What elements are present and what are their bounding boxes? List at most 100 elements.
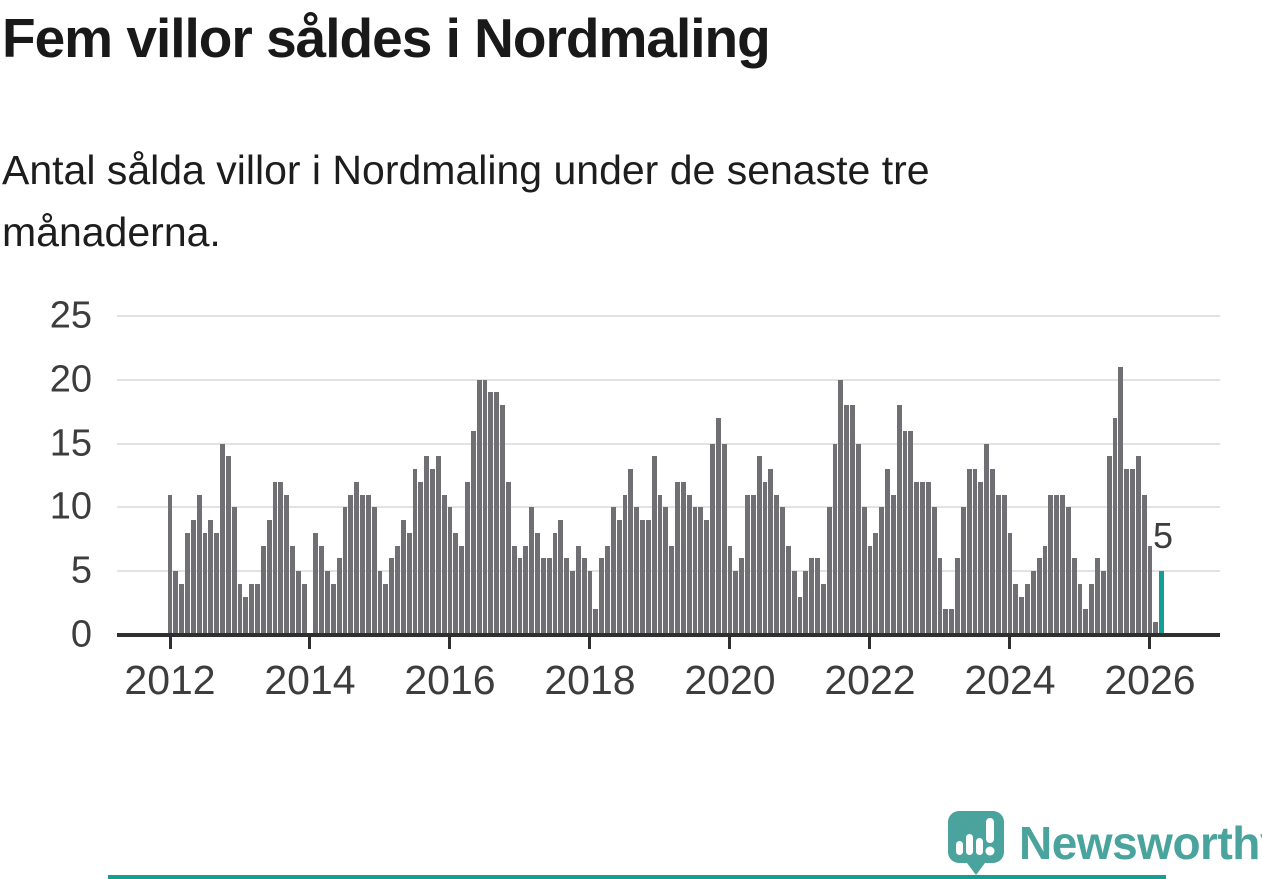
bar <box>855 443 861 635</box>
bar <box>634 507 640 635</box>
bar <box>1095 558 1100 635</box>
bar <box>966 469 972 635</box>
bar <box>517 558 523 635</box>
bar <box>290 545 295 635</box>
bar <box>523 545 529 635</box>
bar <box>955 558 960 635</box>
bar <box>1141 494 1147 635</box>
bar <box>418 481 424 635</box>
bar <box>540 558 546 635</box>
bar <box>208 520 214 635</box>
bar <box>482 379 488 635</box>
bar <box>494 392 500 635</box>
bar <box>1025 583 1030 635</box>
x-axis-label: 2012 <box>124 657 216 703</box>
bar <box>179 583 185 635</box>
chart-subtitle: Antal sålda villor i Nordmaling under de… <box>2 147 930 255</box>
bar <box>1036 558 1042 635</box>
bar <box>616 520 622 635</box>
bar <box>838 379 844 635</box>
bar <box>675 481 680 635</box>
bar <box>190 520 196 635</box>
bar <box>739 558 745 635</box>
x-axis-label: 2024 <box>964 657 1056 703</box>
bar <box>890 494 896 635</box>
bar <box>587 571 593 635</box>
bar <box>803 571 809 635</box>
x-axis-label: 2014 <box>264 657 356 703</box>
y-axis-label: 5 <box>70 549 92 592</box>
bar <box>750 494 756 635</box>
bar <box>1001 494 1007 635</box>
y-axis-label: 10 <box>49 485 92 528</box>
bar <box>564 558 570 635</box>
bar <box>1030 571 1036 635</box>
bar <box>937 558 943 635</box>
bar <box>931 507 937 635</box>
bar <box>780 507 785 635</box>
bar <box>832 443 838 635</box>
bar <box>1112 417 1118 635</box>
bar <box>581 558 587 635</box>
bar <box>1060 494 1065 635</box>
bar <box>389 558 395 635</box>
bar <box>260 545 266 635</box>
bar <box>284 494 290 635</box>
bar <box>1065 507 1071 635</box>
bar <box>470 430 476 635</box>
bar <box>313 532 319 635</box>
bar <box>336 558 342 635</box>
bar <box>185 532 190 635</box>
bar <box>441 494 447 635</box>
x-axis-label: 2022 <box>824 657 916 703</box>
bar <box>196 494 202 635</box>
bar <box>960 507 966 635</box>
x-axis-tick <box>1008 637 1012 649</box>
bar <box>797 596 803 635</box>
bar <box>826 507 832 635</box>
bar <box>844 405 850 635</box>
y-axis-label: 15 <box>49 422 92 464</box>
bar <box>902 430 908 635</box>
bar <box>995 494 1001 635</box>
bar <box>949 609 955 635</box>
bar <box>721 443 727 635</box>
bar <box>342 507 348 635</box>
bar <box>1147 545 1153 635</box>
bar <box>815 558 820 635</box>
bar <box>978 481 984 635</box>
x-axis-label: 2020 <box>684 657 776 703</box>
x-axis-tick <box>868 637 872 649</box>
bar <box>249 583 255 635</box>
bar <box>756 456 762 635</box>
bar <box>505 481 511 635</box>
bar <box>371 507 377 635</box>
bar <box>459 545 465 635</box>
bar <box>488 392 494 635</box>
bar <box>476 379 482 635</box>
bar <box>365 494 371 635</box>
bar <box>727 545 733 635</box>
gridline <box>117 378 1220 381</box>
bar <box>301 583 307 635</box>
bar <box>990 469 995 635</box>
bar <box>395 545 400 635</box>
gridline <box>117 506 1220 509</box>
bar <box>546 558 552 635</box>
bar <box>943 609 949 635</box>
bar <box>640 520 645 635</box>
bar <box>820 583 826 635</box>
bar <box>400 520 406 635</box>
y-axis-label: 20 <box>49 358 92 401</box>
bar <box>972 469 978 635</box>
bar <box>885 469 890 635</box>
bar <box>698 507 704 635</box>
bar <box>173 571 179 635</box>
bar <box>762 481 768 635</box>
x-axis-tick <box>1148 637 1152 649</box>
bar <box>412 469 418 635</box>
bar <box>330 583 336 635</box>
bar <box>237 583 243 635</box>
y-axis-label: 0 <box>70 613 92 656</box>
